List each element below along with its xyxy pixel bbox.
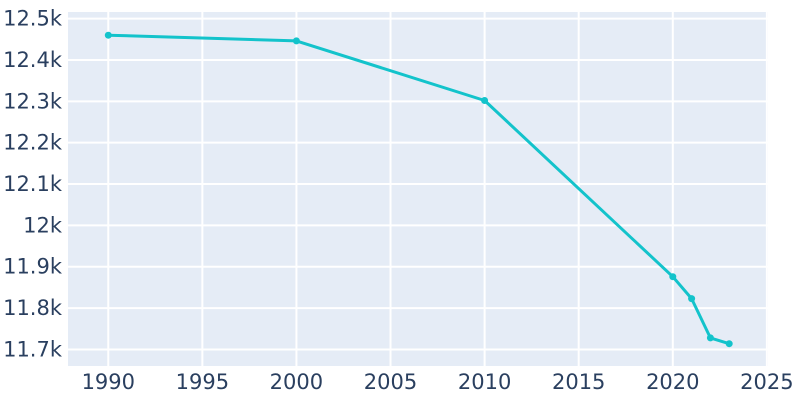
y-tick-label: 12.1k xyxy=(3,172,63,196)
x-tick-label: 2010 xyxy=(458,370,511,394)
data-point xyxy=(104,31,112,39)
x-tick-label: 2000 xyxy=(270,370,323,394)
x-tick-label: 2005 xyxy=(364,370,417,394)
y-tick-label: 12.5k xyxy=(3,7,63,31)
x-tick-label: 1990 xyxy=(82,370,135,394)
y-tick-label: 11.9k xyxy=(3,255,63,279)
data-point xyxy=(706,334,714,342)
y-tick-label: 12.3k xyxy=(3,89,63,113)
y-tick-label: 12.2k xyxy=(3,131,63,155)
data-point xyxy=(688,295,696,303)
data-point xyxy=(725,340,733,348)
x-tick-label: 2015 xyxy=(552,370,605,394)
data-point xyxy=(669,273,677,281)
y-tick-label: 11.8k xyxy=(3,296,63,320)
plot-area xyxy=(68,12,768,366)
data-point xyxy=(481,97,489,104)
y-tick-label: 11.7k xyxy=(3,338,63,362)
x-tick-label: 2020 xyxy=(646,370,699,394)
x-tick-label: 1995 xyxy=(176,370,229,394)
y-tick-label: 12k xyxy=(23,213,63,237)
x-tick-label: 2025 xyxy=(740,370,793,394)
data-point xyxy=(292,37,300,45)
y-tick-label: 12.4k xyxy=(3,48,63,72)
